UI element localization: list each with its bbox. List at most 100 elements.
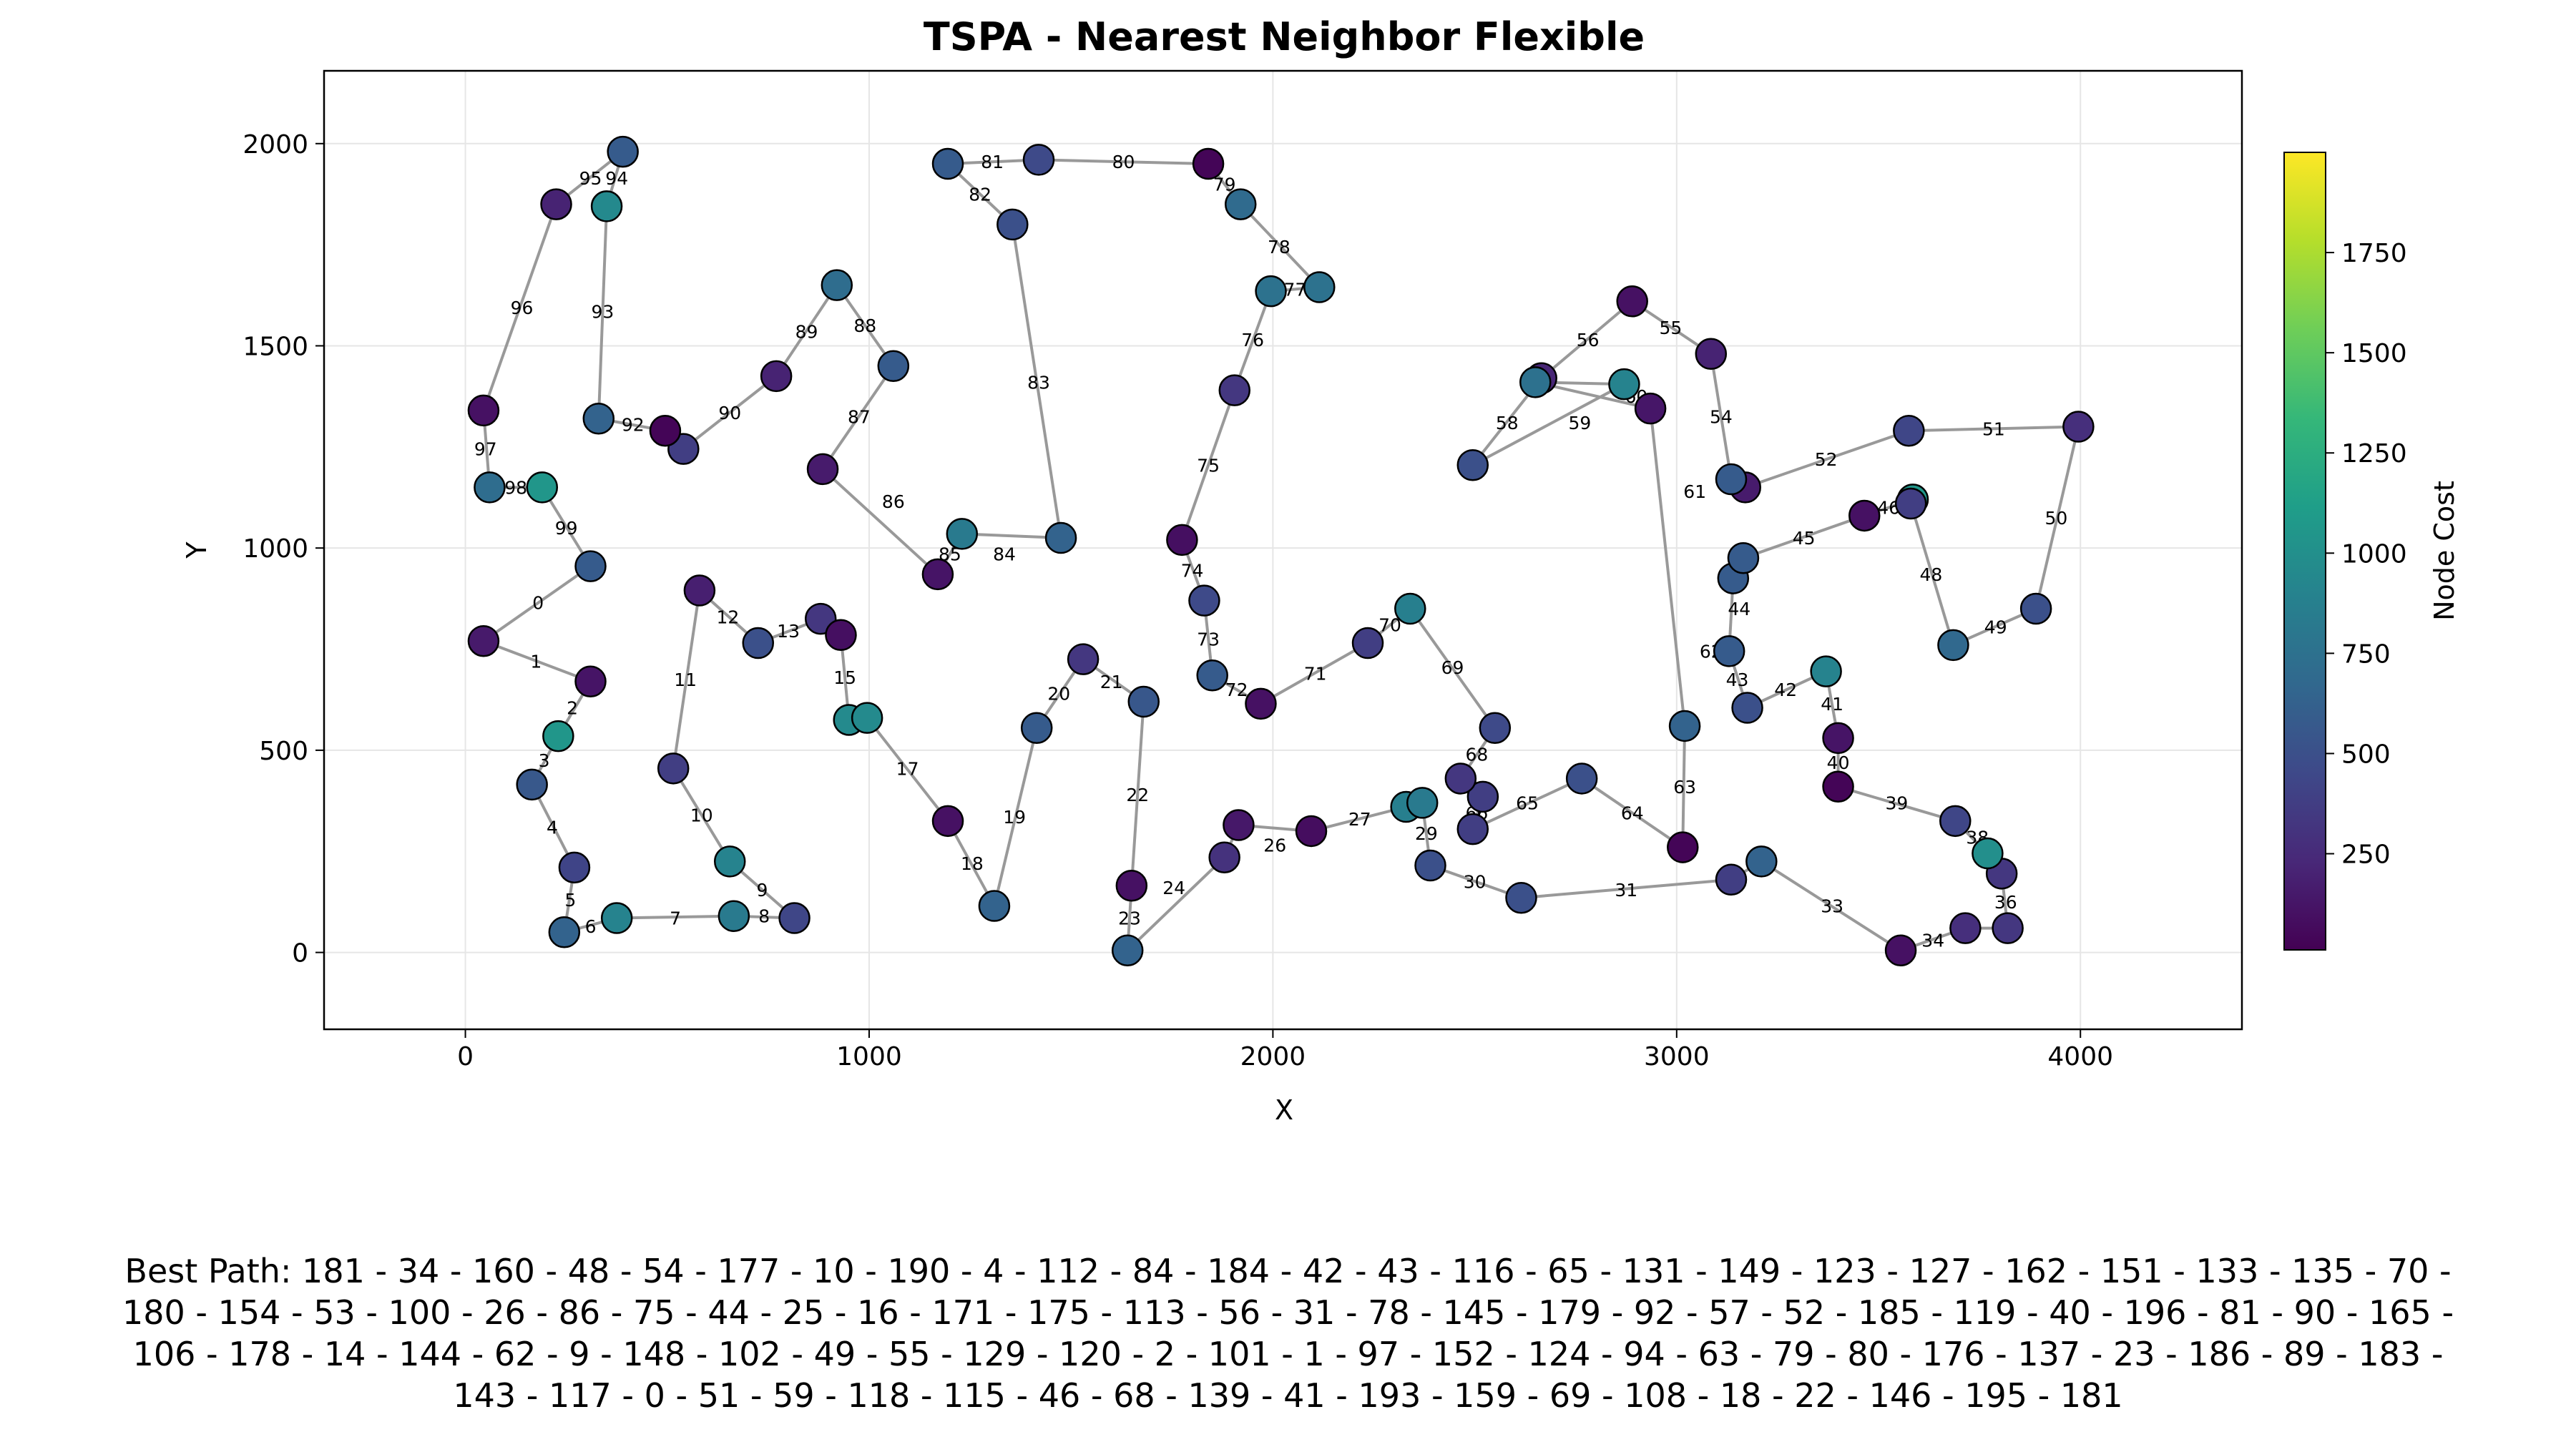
y-axis-ticks: 0 500 1000 1500 2000 xyxy=(243,130,324,968)
city-point xyxy=(713,845,746,878)
city-point xyxy=(778,902,810,934)
city-point xyxy=(851,702,883,734)
city-point xyxy=(474,471,506,504)
colorbar-tick-label: 500 xyxy=(2341,740,2391,769)
city-point xyxy=(1884,934,1917,966)
edge-label: 63 xyxy=(1673,777,1696,798)
tour-edge xyxy=(775,284,838,377)
city-point xyxy=(1608,368,1640,401)
tour-edge xyxy=(1838,785,1956,823)
city-point xyxy=(1731,692,1763,724)
x-tick-label: 2000 xyxy=(1240,1042,1306,1071)
edge-label: 80 xyxy=(1112,152,1135,172)
edge-label: 84 xyxy=(993,544,1016,565)
city-point xyxy=(657,752,690,785)
city-point xyxy=(742,627,775,659)
tour-edge xyxy=(1180,390,1236,541)
edge-label: 94 xyxy=(605,168,628,189)
y-tick-label: 2000 xyxy=(243,130,308,160)
plot-background xyxy=(324,71,2242,1029)
colorbar-tick-label: 1500 xyxy=(2341,339,2407,368)
edge-label: 86 xyxy=(882,491,905,512)
city-point xyxy=(1394,592,1426,625)
tour-edge xyxy=(961,532,1062,540)
city-point xyxy=(1456,813,1489,845)
city-point xyxy=(1519,366,1552,398)
city-point xyxy=(1972,837,2004,870)
y-tick-label: 0 xyxy=(292,939,308,968)
city-point xyxy=(467,394,500,427)
tour-edge xyxy=(1521,878,1732,900)
city-point xyxy=(1667,831,1699,863)
city-point xyxy=(978,890,1011,922)
city-point xyxy=(1822,722,1854,755)
edge-label: 56 xyxy=(1577,330,1600,350)
city-point xyxy=(1505,881,1537,914)
city-point xyxy=(1192,147,1225,180)
city-point xyxy=(1188,584,1220,617)
edge-label: 43 xyxy=(1726,670,1749,690)
city-point xyxy=(1456,449,1489,481)
city-point xyxy=(1745,845,1778,878)
tour-edge xyxy=(1126,856,1226,952)
y-axis-label: Y xyxy=(181,541,212,559)
city-point xyxy=(526,471,559,504)
city-point xyxy=(931,805,964,838)
city-point xyxy=(1893,414,1925,447)
colorbar-ticks: 250 500 750 1000 1250 1500 1750 xyxy=(2326,239,2407,870)
edge-label: 77 xyxy=(1284,279,1307,300)
tour-edge xyxy=(1743,514,1865,560)
edge-label: 82 xyxy=(969,184,991,205)
x-axis-label: X xyxy=(1275,1094,1293,1126)
edge-label: 9 xyxy=(756,880,768,901)
city-point xyxy=(760,360,793,393)
tour-edge xyxy=(482,203,558,411)
tour-edge xyxy=(482,564,592,642)
edge-label: 83 xyxy=(1027,372,1050,393)
edge-label: 51 xyxy=(1982,418,2005,439)
edge-label: 33 xyxy=(1821,896,1843,917)
tour-edge xyxy=(1233,290,1273,391)
edge-label: 11 xyxy=(674,670,697,690)
edge-label: 76 xyxy=(1241,330,1264,350)
colorbar-tick-label: 1000 xyxy=(2341,539,2407,569)
edge-label: 81 xyxy=(981,152,1004,172)
best-path-line: 143 - 117 - 0 - 51 - 59 - 118 - 115 - 46… xyxy=(453,1376,2123,1415)
city-point xyxy=(1616,285,1648,318)
city-point xyxy=(1949,912,1982,944)
edge-label: 68 xyxy=(1466,745,1489,765)
edge-label: 41 xyxy=(1821,694,1843,715)
city-point xyxy=(558,851,591,884)
edge-label: 23 xyxy=(1118,908,1141,929)
city-point xyxy=(1444,762,1477,795)
city-point xyxy=(1245,687,1277,720)
tour-edge xyxy=(1130,701,1145,886)
tour-edge xyxy=(672,590,701,769)
edge-label: 49 xyxy=(1984,617,2007,637)
city-point xyxy=(1715,863,1748,896)
edge-label: 30 xyxy=(1464,872,1487,893)
city-point xyxy=(1208,841,1240,873)
edge-label: 55 xyxy=(1659,318,1682,338)
city-point xyxy=(1223,809,1255,841)
tour-edge xyxy=(1760,860,1902,952)
tour-edge xyxy=(992,727,1039,907)
edge-label: 72 xyxy=(1225,680,1248,700)
city-point xyxy=(1115,870,1148,902)
city-point xyxy=(825,619,857,651)
edge-label: 8 xyxy=(758,906,770,927)
tour-edge xyxy=(617,914,734,920)
edge-label: 40 xyxy=(1827,752,1850,773)
edge-label: 15 xyxy=(833,667,856,688)
edge-label: 48 xyxy=(1919,564,1942,585)
city-point xyxy=(1565,762,1598,795)
city-point xyxy=(1894,487,1927,520)
edge-label: 97 xyxy=(474,439,497,460)
edge-label: 22 xyxy=(1126,785,1149,805)
city-point xyxy=(1822,770,1854,803)
x-tick-label: 4000 xyxy=(2047,1042,2113,1071)
city-point xyxy=(1715,463,1748,496)
y-tick-label: 500 xyxy=(259,737,308,766)
city-point xyxy=(1218,374,1251,406)
